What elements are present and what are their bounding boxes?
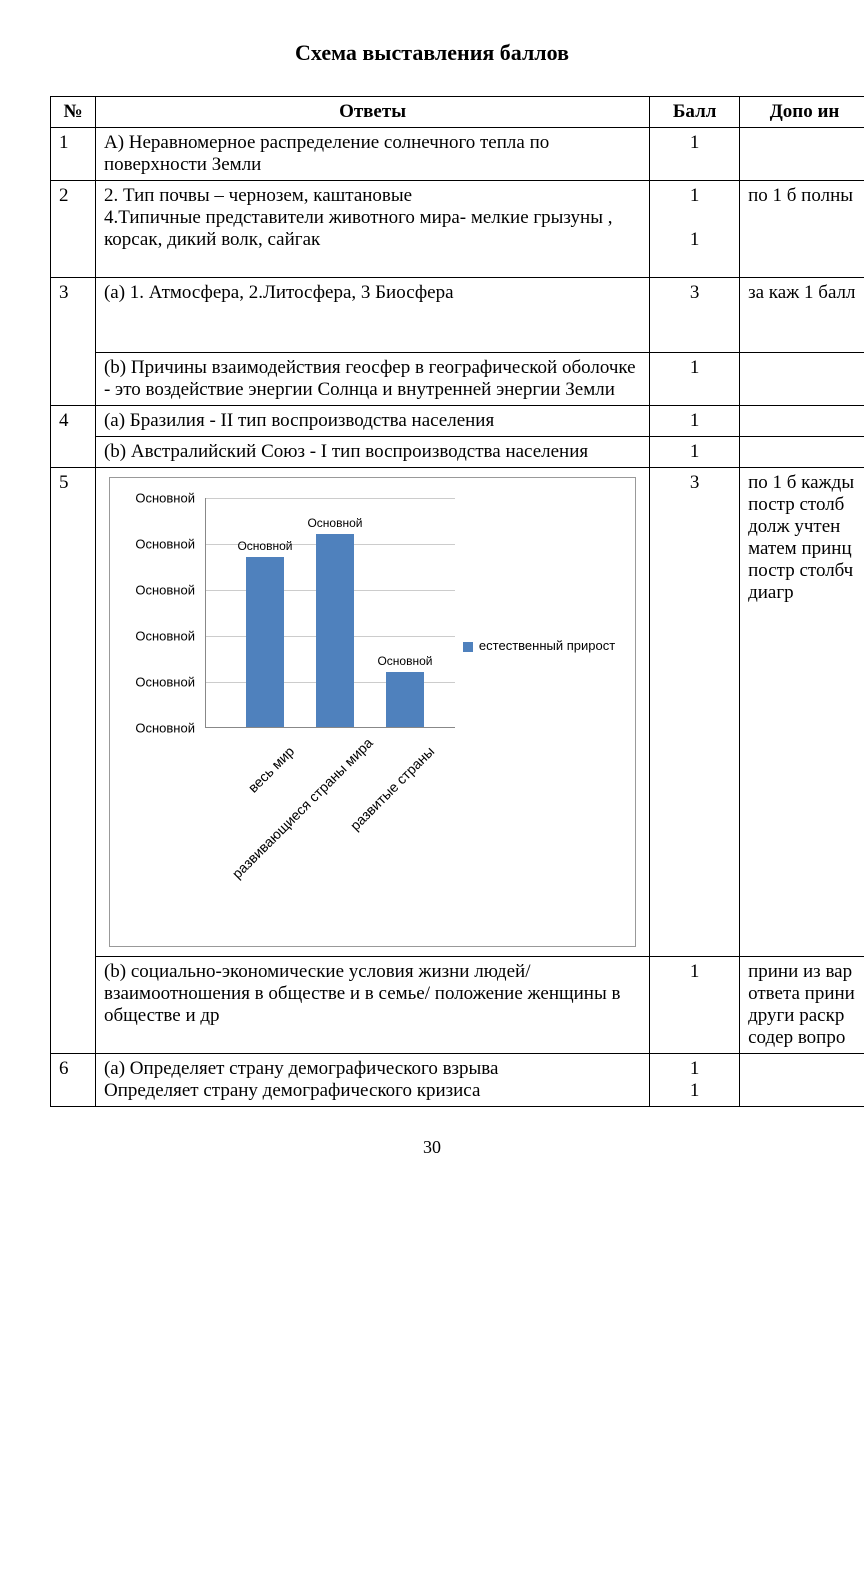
legend-label: естественный прирост — [479, 638, 615, 653]
header-info: Допо ин — [740, 97, 864, 128]
table-row: (b) Причины взаимодействия геосфер в гео… — [51, 353, 864, 406]
row-info — [740, 1054, 864, 1107]
row-answer: (b) социально-экономические условия жизн… — [95, 957, 649, 1054]
table-row: 2 2. Тип почвы – чернозем, каштановые 4.… — [51, 181, 864, 278]
table-row: 3 (a) 1. Атмосфера, 2.Литосфера, 3 Биосф… — [51, 278, 864, 353]
row-info: по 1 б кажды постр столб долж учтен мате… — [740, 468, 864, 957]
score-value: 1 — [690, 1080, 700, 1101]
x-axis-label: весь мир — [159, 743, 298, 882]
x-axis-label: развивающиеся страны мира — [229, 743, 368, 882]
plot-area: ОсновнойОсновнойОсновнойОсновнойОсновной… — [205, 498, 455, 728]
table-row: (b) Австралийский Союз - I тип воспроизв… — [51, 437, 864, 468]
row-info: прини из вар ответа прини други раскр со… — [740, 957, 864, 1054]
row-num: 6 — [51, 1054, 96, 1107]
row-answer: 2. Тип почвы – чернозем, каштановые 4.Ти… — [95, 181, 649, 278]
grading-table: № Ответы Балл Допо ин 1 A) Неравномерное… — [50, 96, 864, 1107]
y-axis-label: Основной — [115, 583, 195, 598]
row-answer: (b) Австралийский Союз - I тип воспроизв… — [95, 437, 649, 468]
x-axis-label: развитые страны — [299, 743, 438, 882]
row-score: 3 — [650, 278, 740, 353]
score-value: 1 — [690, 185, 700, 206]
y-axis-label: Основной — [115, 675, 195, 690]
row-answer: (b) Причины взаимодействия геосфер в гео… — [95, 353, 649, 406]
table-row: 5 ОсновнойОсновнойОсновнойОсновнойОсновн… — [51, 468, 864, 957]
row-num: 4 — [51, 406, 96, 468]
row-info — [740, 406, 864, 437]
bar-chart: Основной Основной Основной Основной Основной… — [109, 477, 636, 947]
row-info — [740, 128, 864, 181]
document-title: Схема выставления баллов — [0, 40, 864, 66]
answer-line: (a) Определяет страну демографического в… — [104, 1058, 499, 1079]
chart-bar — [316, 534, 354, 727]
header-row: № Ответы Балл Допо ин — [51, 97, 864, 128]
header-num: № — [51, 97, 96, 128]
row-info: за каж 1 балл — [740, 278, 864, 353]
row-score: 1 — [650, 406, 740, 437]
score-value: 1 — [690, 1058, 700, 1079]
row-score: 1 — [650, 128, 740, 181]
answer-line: 2. Тип почвы – чернозем, каштановые — [104, 185, 412, 206]
row-score: 1 — [650, 957, 740, 1054]
table-row: 6 (a) Определяет страну демографического… — [51, 1054, 864, 1107]
bar-value-label: Основной — [237, 539, 292, 553]
y-axis-label: Основной — [115, 491, 195, 506]
row-num: 1 — [51, 128, 96, 181]
row-answer: (a) Бразилия - II тип воспроизводства на… — [95, 406, 649, 437]
y-axis-label: Основной — [115, 629, 195, 644]
row-answer: (a) 1. Атмосфера, 2.Литосфера, 3 Биосфер… — [95, 278, 649, 353]
row-score: 1 1 — [650, 1054, 740, 1107]
legend-swatch — [463, 642, 473, 652]
row-score: 1 — [650, 353, 740, 406]
answer-line: Определяет страну демографического кризи… — [104, 1080, 480, 1101]
row-score: 1 — [650, 437, 740, 468]
row-answer: (a) Определяет страну демографического в… — [95, 1054, 649, 1107]
row-answer-chart: Основной Основной Основной Основной Основной… — [95, 468, 649, 957]
row-num: 3 — [51, 278, 96, 406]
grid-line — [206, 498, 455, 499]
row-num: 2 — [51, 181, 96, 278]
y-axis-label: Основной — [115, 537, 195, 552]
row-info — [740, 353, 864, 406]
chart-bar — [246, 557, 284, 727]
row-score: 1 1 — [650, 181, 740, 278]
chart-legend: естественный прирост — [463, 638, 615, 653]
header-score: Балл — [650, 97, 740, 128]
chart-bar — [386, 672, 424, 727]
table-row: (b) социально-экономические условия жизн… — [51, 957, 864, 1054]
answer-text: (a) 1. Атмосфера, 2.Литосфера, 3 Биосфер… — [104, 282, 454, 303]
row-score: 3 — [650, 468, 740, 957]
y-axis-label: Основной — [115, 721, 195, 736]
table-row: 4 (a) Бразилия - II тип воспроизводства … — [51, 406, 864, 437]
table-row: 1 A) Неравномерное распределение солнечн… — [51, 128, 864, 181]
row-info — [740, 437, 864, 468]
row-answer: A) Неравномерное распределение солнечног… — [95, 128, 649, 181]
row-info: по 1 б полны — [740, 181, 864, 278]
answer-line: 4.Типичные представители животного мира-… — [104, 207, 613, 250]
row-num: 5 — [51, 468, 96, 1054]
bar-value-label: Основной — [307, 516, 362, 530]
header-answers: Ответы — [95, 97, 649, 128]
score-value: 1 — [690, 229, 700, 250]
bar-value-label: Основной — [377, 654, 432, 668]
page-number: 30 — [0, 1137, 864, 1158]
